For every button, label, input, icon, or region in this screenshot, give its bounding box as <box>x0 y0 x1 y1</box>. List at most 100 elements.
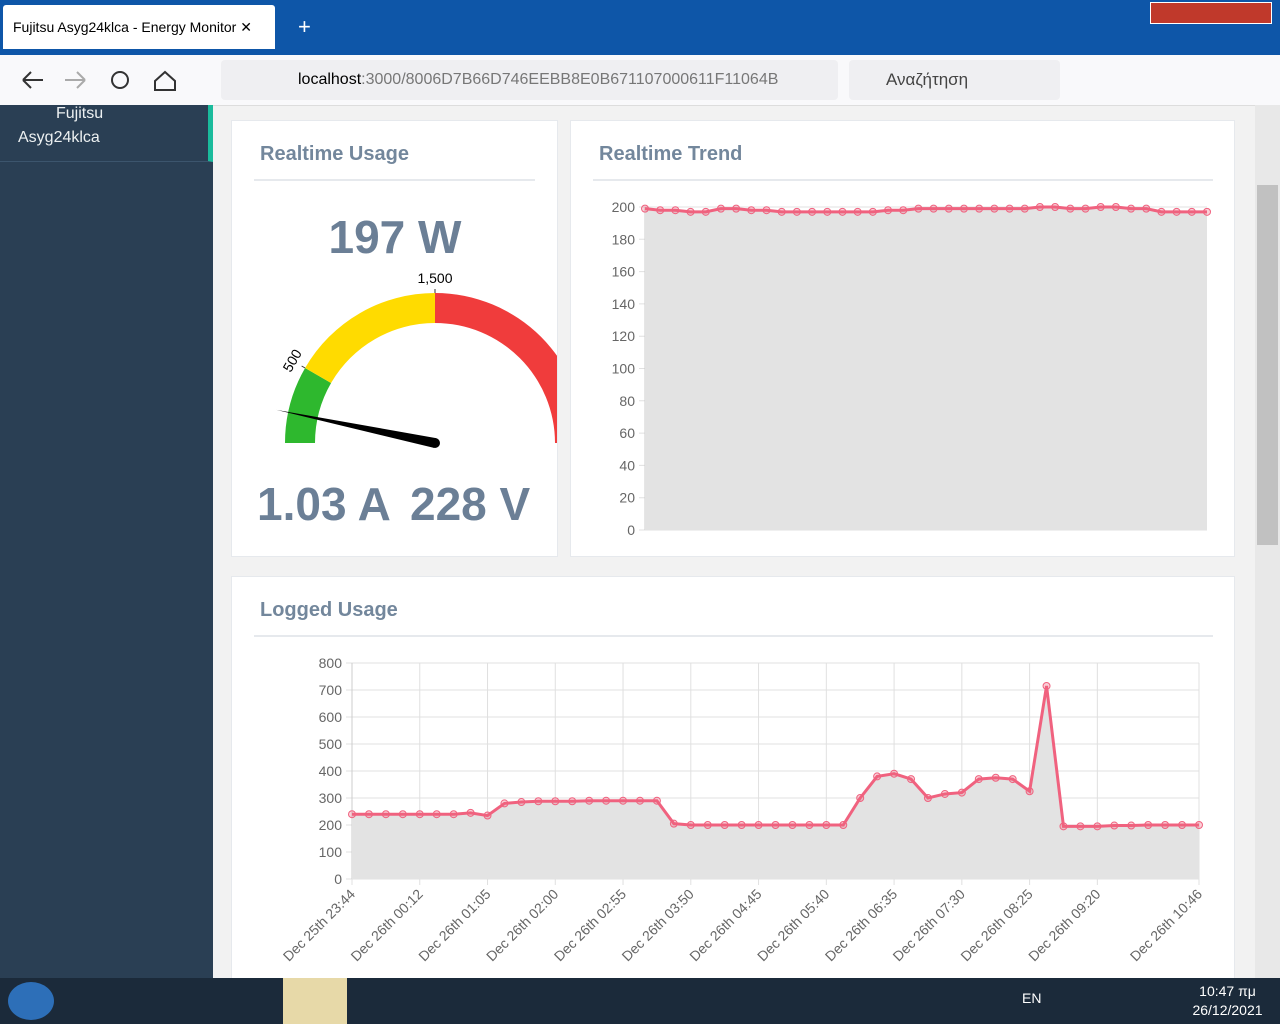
point <box>568 797 577 806</box>
nav-buttons[interactable] <box>15 65 195 95</box>
point <box>1008 775 1017 784</box>
point <box>669 819 678 828</box>
clock[interactable]: 10:47 πμ 26/12/2021 <box>1180 982 1275 1020</box>
point <box>1042 681 1051 690</box>
x-tick-label: Dec 26th 07:30 <box>889 886 968 965</box>
point <box>1111 203 1120 211</box>
time: 10:47 πμ <box>1199 983 1256 999</box>
new-tab[interactable]: + <box>298 14 311 39</box>
point <box>838 207 847 216</box>
tab[interactable]: Fujitsu Asyg24klca - Energy Monitor ✕ <box>3 5 275 49</box>
point <box>929 204 938 213</box>
point <box>1059 822 1068 831</box>
point <box>1051 203 1060 211</box>
gauge-tick-label: 1,500 <box>417 270 452 286</box>
point <box>641 204 649 213</box>
point <box>944 204 953 213</box>
point <box>652 796 661 805</box>
gauge-tick-label: 500 <box>279 346 305 374</box>
point <box>777 207 786 216</box>
point <box>720 821 729 829</box>
point <box>1187 207 1196 216</box>
point <box>940 789 949 798</box>
point <box>1127 821 1136 830</box>
point <box>1093 822 1102 831</box>
point <box>551 797 560 806</box>
point <box>1066 204 1075 213</box>
y-tick-label: 400 <box>319 763 343 779</box>
point <box>822 821 831 829</box>
point <box>1142 204 1151 213</box>
point <box>805 821 814 829</box>
point <box>991 773 1000 782</box>
x-tick-label: Dec 26th 02:00 <box>483 886 562 965</box>
point <box>432 810 441 819</box>
logged-chart: Logged Usage 0 100 200 300 400 500 600 700 800 Dec… <box>254 599 1213 965</box>
y-tick-label: 160 <box>612 264 636 280</box>
point <box>914 204 923 213</box>
point <box>808 207 817 216</box>
point <box>890 769 899 778</box>
point <box>923 794 932 802</box>
y-tick-label: 200 <box>612 199 636 215</box>
area <box>645 207 1207 530</box>
card-title: Logged Usage <box>260 599 398 621</box>
point <box>853 207 862 216</box>
point <box>1035 203 1044 211</box>
voltage-value: 228 V <box>410 478 531 530</box>
point <box>449 810 458 819</box>
point <box>517 798 526 807</box>
point <box>1172 207 1181 216</box>
point <box>1005 204 1014 213</box>
card: Logged Usage 0 100 200 300 400 500 600 700 800 Dec… <box>231 576 1235 980</box>
point <box>856 794 865 802</box>
x-tick-label: Dec 26th 08:25 <box>957 886 1036 965</box>
x-tick-label: Dec 26th 02:55 <box>551 886 630 965</box>
point <box>771 821 780 829</box>
url-bar[interactable]: localhost:3000/8006D7B66D746EEBB8E0B6711… <box>221 60 838 100</box>
point <box>534 797 543 806</box>
point <box>907 775 916 784</box>
point <box>1157 207 1166 216</box>
start-button[interactable] <box>8 982 54 1020</box>
point <box>1178 821 1187 829</box>
url-path: :3000/8006D7B66D746EEBB8E0B671107000611F… <box>361 71 779 88</box>
x-tick-label: Dec 26th 01:05 <box>415 886 494 965</box>
point <box>1076 822 1085 831</box>
gauge-needle <box>276 409 437 448</box>
power-value: 197 W <box>329 211 463 263</box>
device-name[interactable]: Fujitsu Asyg24klca <box>18 105 104 146</box>
search-bar[interactable]: Αναζήτηση <box>849 60 1060 100</box>
date: 26/12/2021 <box>1192 1002 1263 1018</box>
point <box>500 799 509 808</box>
point <box>381 810 390 819</box>
sidebar: Fujitsu Asyg24klca <box>0 105 213 978</box>
trend-chart: Realtime Trend 0 20 40 60 80 100 120 140 160 180 20… <box>593 143 1213 538</box>
point <box>686 821 695 829</box>
y-tick-label: 100 <box>612 361 636 377</box>
point <box>1020 204 1029 213</box>
point <box>1144 821 1153 829</box>
y-tick-label: 80 <box>619 393 635 409</box>
point <box>1110 821 1119 830</box>
x-tick-label: Dec 26th 00:12 <box>347 886 426 965</box>
y-tick-label: 700 <box>319 682 343 698</box>
point <box>656 206 665 215</box>
point <box>792 207 801 216</box>
tab-title: Fujitsu Asyg24klca - Energy Monitor <box>13 19 237 35</box>
language[interactable]: EN <box>1022 990 1042 1006</box>
y-tick-label: 20 <box>619 490 635 506</box>
tab-bar: Fujitsu Asyg24klca - Energy Monitor ✕ + <box>0 0 1280 55</box>
point <box>754 821 763 829</box>
point <box>975 204 984 213</box>
y-tick-label: 120 <box>612 328 636 344</box>
y-tick-label: 100 <box>319 844 343 860</box>
needle-hub <box>430 438 440 448</box>
card-title: Realtime Usage <box>260 143 409 165</box>
window-controls[interactable] <box>1150 2 1272 24</box>
y-tick-label: 0 <box>334 871 342 887</box>
active-app[interactable] <box>283 978 347 1024</box>
y-tick-label: 200 <box>319 817 343 833</box>
area <box>352 685 1199 879</box>
